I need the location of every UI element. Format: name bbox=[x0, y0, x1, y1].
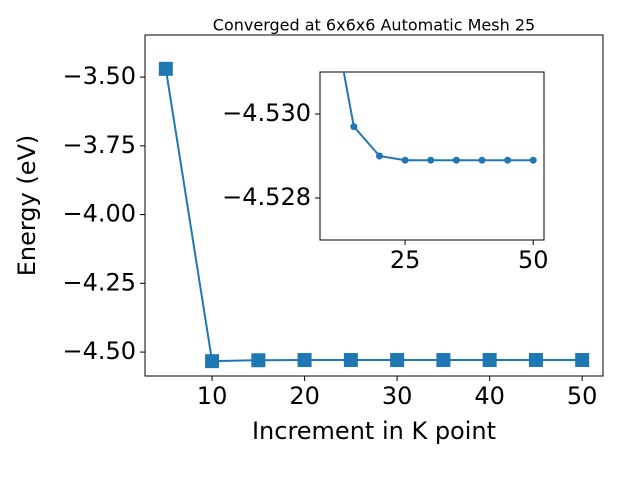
y-axis-label: Energy (eV) bbox=[13, 135, 41, 277]
marker bbox=[529, 156, 537, 164]
x-tick-label: 10 bbox=[197, 382, 228, 410]
x-tick-label: 40 bbox=[474, 382, 505, 410]
chart-title: Converged at 6x6x6 Automatic Mesh 25 bbox=[213, 16, 535, 35]
marker bbox=[478, 156, 486, 164]
marker bbox=[528, 353, 543, 368]
marker bbox=[436, 353, 451, 368]
marker bbox=[575, 353, 590, 368]
x-tick-label: 50 bbox=[518, 246, 549, 274]
x-tick-label: 20 bbox=[289, 382, 320, 410]
y-tick-label: −4.50 bbox=[62, 337, 136, 365]
marker bbox=[350, 123, 358, 131]
marker bbox=[205, 354, 220, 369]
marker bbox=[251, 353, 266, 368]
marker bbox=[482, 353, 497, 368]
marker bbox=[375, 152, 383, 160]
marker bbox=[452, 156, 460, 164]
y-tick-label: −4.530 bbox=[222, 99, 311, 127]
x-axis-label: Increment in K point bbox=[252, 417, 496, 445]
plot-marks bbox=[342, 72, 537, 164]
y-tick-label: −3.75 bbox=[62, 131, 136, 159]
y-tick-label: −4.25 bbox=[62, 268, 136, 296]
marker bbox=[343, 353, 358, 368]
x-tick-label: 30 bbox=[382, 382, 413, 410]
marker bbox=[401, 156, 409, 164]
series-line bbox=[164, 68, 583, 363]
y-tick-label: −4.00 bbox=[62, 200, 136, 228]
marker bbox=[297, 353, 312, 368]
plot-area bbox=[319, 71, 545, 241]
marker bbox=[158, 61, 173, 76]
x-tick-label: 50 bbox=[567, 382, 598, 410]
x-tick-label: 25 bbox=[390, 246, 421, 274]
marker bbox=[504, 156, 512, 164]
y-tick-label: −4.528 bbox=[222, 183, 311, 211]
marker bbox=[390, 353, 405, 368]
y-tick-label: −3.50 bbox=[62, 62, 136, 90]
marker bbox=[427, 156, 435, 164]
plot-marks bbox=[158, 61, 590, 369]
